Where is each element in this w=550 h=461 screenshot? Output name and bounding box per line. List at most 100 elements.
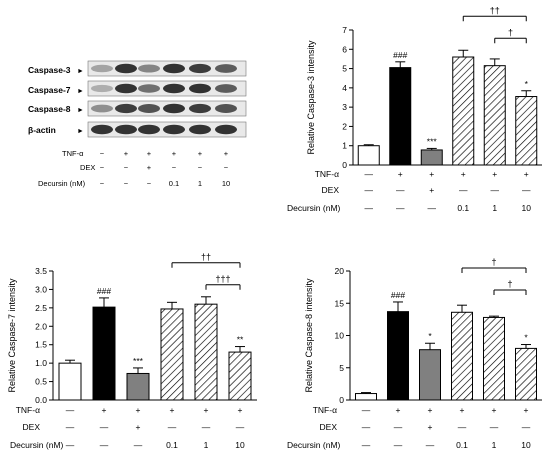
error-bar [457,304,467,313]
y-tick-label: 0.0 [35,395,47,405]
bar [228,351,252,401]
protein-band [215,64,237,73]
caspase-3-chart: 0 1 2 3 4 5 6 7 Relative Caspase-3 intensity ### *… [287,5,542,213]
protein-band [91,84,113,93]
significance-label: ** [237,335,244,345]
treatment-cell: + [238,405,243,415]
treatment-cell: — [202,422,211,432]
protein-band [163,63,185,74]
treatment-cell: — [459,185,468,195]
treatment-cell: − [100,163,105,172]
blot-label-caspase-8: Caspase-8 ► [28,104,84,114]
band-label: Caspase-8 [28,104,71,114]
y-tick-label: 0.5 [35,377,47,387]
error-bar [489,58,500,66]
band-label: Caspase-7 [28,85,71,95]
error-bar [425,342,435,350]
treatment-cell: 1 [204,440,209,450]
protein-band [215,124,237,135]
error-bar [458,49,469,57]
y-axis: 0 1 2 3 4 5 6 7 Relative Caspase-3 intensity [306,25,354,170]
protein-band [189,124,211,135]
row-label: Decursin (nM) [287,203,341,213]
treatment-cell: — [134,440,143,450]
arrow-icon: ► [77,128,84,135]
significance-label: ### [393,50,407,60]
treatment-cell: + [492,405,497,415]
treatment-cell: 0.1 [169,179,179,188]
protein-band [91,124,113,135]
treatment-cell: — [396,203,405,213]
comparison-bracket: † [493,279,527,295]
y-tick-label: 2.0 [35,321,47,331]
y-tick-label: 3 [342,102,347,112]
bracket-label: † [508,27,513,37]
protein-band [115,124,137,135]
treatment-cell: — [100,422,109,432]
treatment-cell: − [124,163,129,172]
blot-label-beta-actin: β-actin ► [28,125,84,135]
y-tick-label: 6 [342,44,347,54]
protein-band [189,83,211,94]
protein-band [138,104,160,113]
treatment-cell: + [428,422,433,432]
western-blot-panel: Caspase-3 ► Caspase-7 ► Caspase-8 ► β-ac… [28,60,247,188]
error-bar [521,344,531,349]
treatment-cell: + [461,169,466,179]
protein-band [138,84,160,93]
treatment-cell: + [398,169,403,179]
treatment-cell: — [394,440,403,450]
caspase-7-chart: 0.0 0.5 1.0 1.5 2.0 2.5 3.0 3.5 Relative Caspase… [7,252,257,450]
error-bar [395,61,406,68]
bracket-label: ††† [215,274,230,284]
y-tick-label: 2 [342,121,347,131]
treatment-cell: + [204,405,209,415]
treatment-cell: — [522,185,531,195]
treatment-cell: — [491,185,500,195]
treatment-cell: + [147,163,152,172]
y-tick-label: 20 [335,266,345,276]
blot-strip [87,60,247,77]
bar [389,67,412,166]
comparison-bracket: †† [462,5,527,22]
treatment-cell: + [428,405,433,415]
caspase-8-chart: 0 5 10 15 20 Relative Caspase-8 intensity ### *… [287,257,542,450]
blot-strip [87,100,247,117]
treatment-cell: 1 [198,179,202,188]
error-bar [426,147,437,150]
y-tick-label: 1.5 [35,340,47,350]
band-label: β-actin [28,125,56,135]
row-label: TNF-α [16,405,40,415]
y-tick-label: 3.5 [35,266,47,276]
treatment-cell: — [362,440,371,450]
treatment-cell: 0.1 [166,440,178,450]
y-tick-label: 5 [342,64,347,74]
significance-label: ### [97,286,111,296]
treatment-cell: — [362,422,371,432]
error-bar [361,392,371,394]
protein-band [189,63,211,74]
bar [126,372,150,401]
treatment-cell: + [524,169,529,179]
bracket-label: †† [201,252,211,262]
arrow-icon: ► [77,88,84,95]
error-bar [99,297,109,308]
arrow-icon: ► [77,68,84,75]
bar [419,349,441,401]
error-bar [393,301,403,312]
protein-band [115,83,137,94]
y-tick-label: 0 [339,395,344,405]
row-label: DEX [322,185,340,195]
treatment-cell: — [458,422,467,432]
y-tick-label: 7 [342,25,347,35]
arrow-icon: ► [77,107,84,114]
treatment-cell: + [460,405,465,415]
treatment-cell: − [124,179,129,188]
y-tick-label: 2.5 [35,303,47,313]
treatment-cell: — [100,440,109,450]
protein-band [189,103,211,114]
treatment-cell: — [365,185,374,195]
bar [357,145,380,166]
bar [160,308,184,401]
